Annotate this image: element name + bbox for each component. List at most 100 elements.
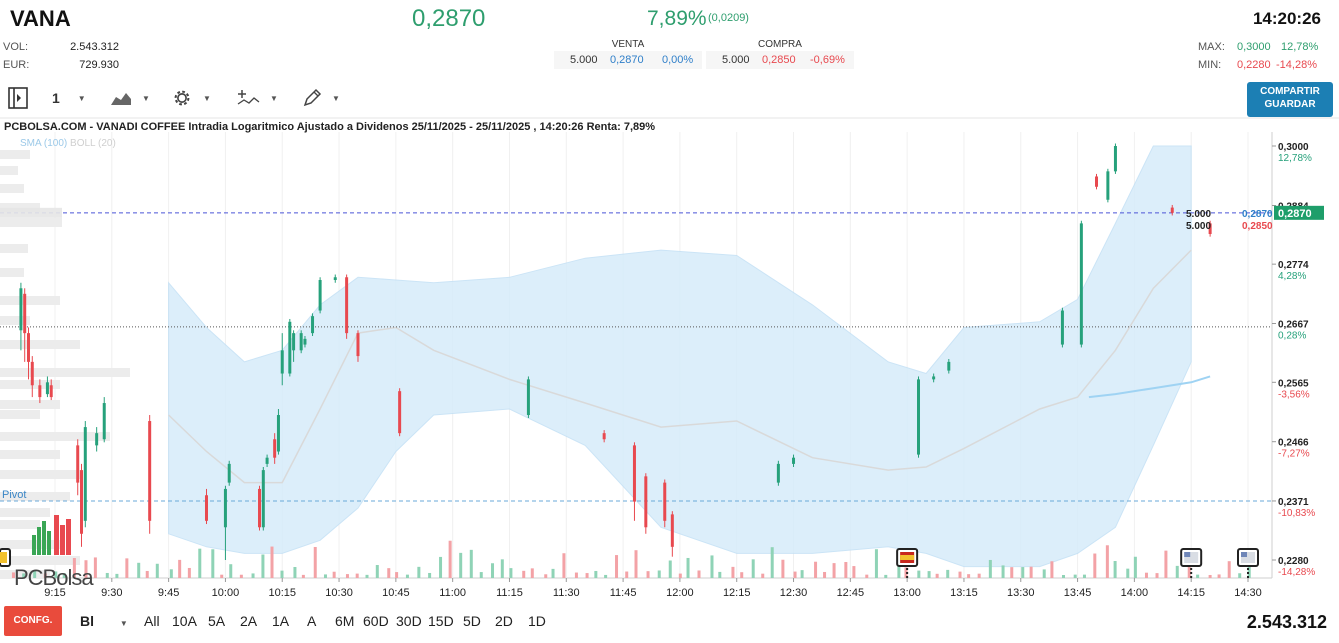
max-pct: 12,78% [1281,41,1319,53]
volume-bar [946,569,950,578]
candle-body [632,445,636,502]
volume-profile-bar [0,432,110,441]
share-label: COMPARTIR [1260,86,1320,97]
range-5a[interactable]: 5A [208,613,226,629]
volume-bar [395,572,399,578]
x-tick-label: 10:30 [325,587,353,599]
candle-body [792,457,796,464]
volume-profile-bar [0,410,40,419]
candle-body [345,277,349,334]
max-value: 0,3000 [1237,41,1271,53]
save-label: GUARDAR [1264,99,1316,110]
sma-legend[interactable]: SMA (100) [20,138,68,149]
buy-row[interactable]: 5.000 0,2850 -0,69% [706,51,854,69]
indicator-legend: SMA (100) BOLL (20) [20,138,116,149]
spain-flag-icon [0,552,7,563]
volume-bar [1144,572,1148,578]
volume-bar [522,570,526,578]
volume-bar [323,574,327,578]
range-15d[interactable]: 15D [428,613,454,629]
volume-bar [145,570,149,578]
volume-bar [1001,565,1005,578]
candle-body [76,445,80,483]
volume-profile-bar [0,203,40,212]
y-tick-pct-label: -3,56% [1278,389,1310,400]
config-button[interactable]: CONFG. [4,606,62,636]
range-2a[interactable]: 2A [240,613,258,629]
x-tick-label: 11:30 [553,587,580,599]
volume-bar [874,549,878,578]
indicators-select[interactable]: ▼ [236,86,278,110]
boll-legend[interactable]: BOLL (20) [70,138,116,149]
volume-bar [761,573,765,578]
range-all[interactable]: All [144,613,160,629]
range-30d[interactable]: 30D [396,613,422,629]
sell-row[interactable]: 5.000 0,2870 0,00% [554,51,702,69]
volume-bar [657,570,661,578]
volume-bar [927,571,931,578]
volume-bar [852,566,856,578]
us-flag-icon [1241,552,1247,557]
y-tick-pct-label: -10,83% [1278,508,1315,519]
x-tick-label: 11:15 [496,587,523,599]
candle-body [23,293,27,334]
interval-select[interactable]: 1 ▼ [52,86,86,110]
chart-type-select[interactable]: ▼ [110,86,150,110]
range-1a[interactable]: 1A [272,613,290,629]
candle-body [26,333,30,362]
volume-bar [1042,569,1046,578]
volume-bar [293,567,297,578]
volume-profile-bar [0,540,60,549]
volume-bar [270,546,274,578]
volume-bar [625,571,629,578]
chevron-down-icon: ▼ [270,93,278,103]
order-price: 0,2870 [1242,209,1273,220]
us-flag-icon [1241,552,1255,563]
volume-bar [1196,574,1200,578]
volume-profile-bar [0,316,30,325]
volume-bar [1126,568,1130,578]
candle-body [95,433,99,446]
volume-bar [125,558,129,578]
spain-flag-icon [900,555,915,560]
range-5d[interactable]: 5D [463,613,481,629]
candle-body [227,463,231,483]
volume-bar [1113,561,1117,578]
volume-bar [211,549,215,578]
range-6m[interactable]: 6M [335,613,355,629]
volume-bar [967,574,971,578]
volume-label: VOL: [3,41,29,53]
volume-bar [800,570,804,578]
pivot-label: Pivot [2,489,26,501]
volume-bar [604,574,608,578]
candle-body [204,495,208,521]
volume-bar [1029,566,1033,578]
range-1d[interactable]: 1D [528,613,546,629]
logo-bar-icon [42,521,46,555]
volume-bar [646,571,650,578]
volume-profile-bar [0,268,24,277]
volume-bar [1187,561,1191,578]
range-2d[interactable]: 2D [495,613,513,629]
share-save-button[interactable]: COMPARTIR GUARDAR [1247,82,1333,117]
volume-bar [345,574,349,578]
bl-select[interactable]: Bl ▼ [80,613,128,629]
volume-profile-bar [0,184,24,193]
volume-bar [678,573,682,578]
min-label: MIN: [1198,59,1222,71]
candle-body [318,280,322,311]
draw-tools-select[interactable]: ▼ [302,86,340,110]
range-60d[interactable]: 60D [363,613,389,629]
volume-bar [1247,559,1251,578]
volume-bar [84,560,88,578]
y-tick-pct-label: -7,27% [1278,449,1310,460]
min-value: 0,2280 [1237,59,1271,71]
range-10a[interactable]: 10A [172,613,197,629]
logo-bar-icon [66,519,71,555]
panel-toggle-button[interactable] [6,86,30,110]
volume-bar [11,572,15,578]
range-a[interactable]: A [307,613,317,629]
volume-bar [1105,545,1109,578]
settings-select[interactable]: ▼ [171,86,211,110]
